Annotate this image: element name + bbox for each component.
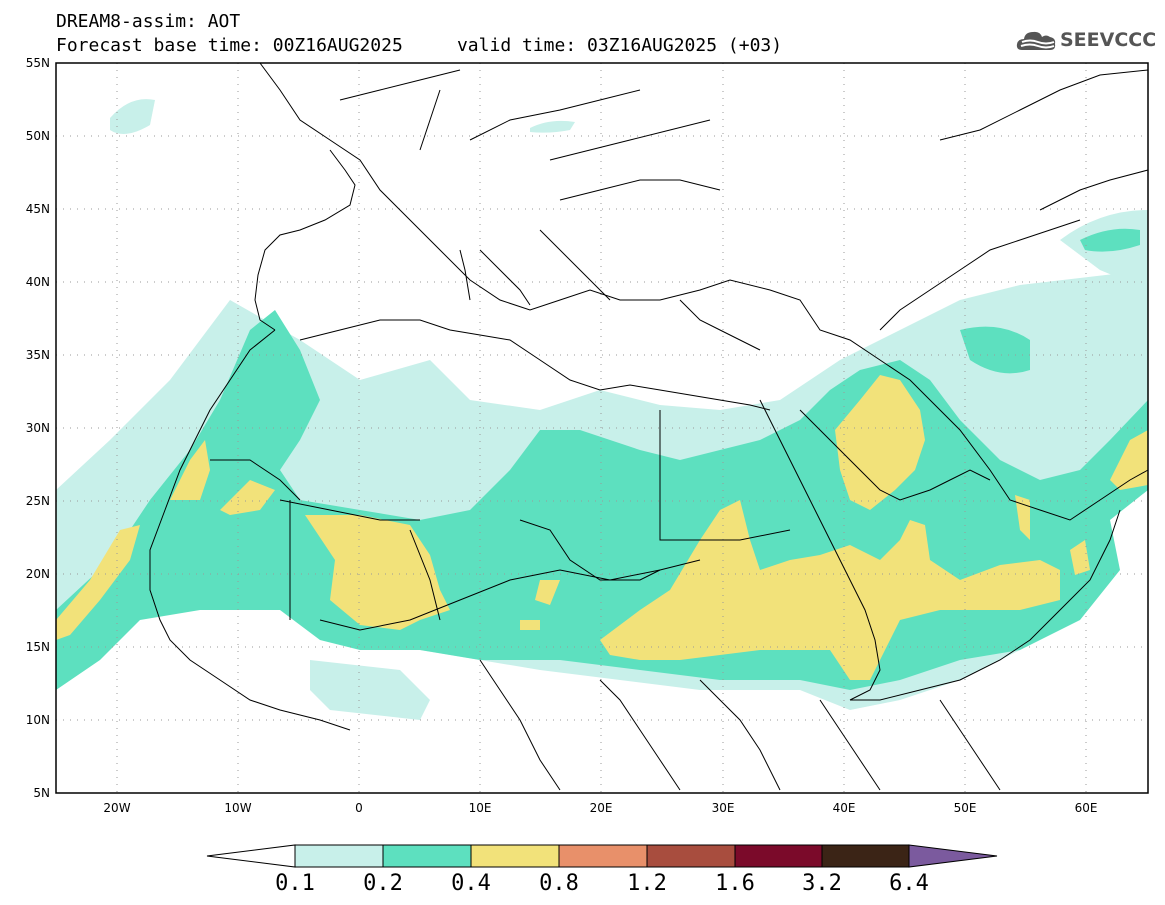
lon-label: 10W [224,801,251,815]
lon-label: 20E [590,801,613,815]
colorbar-segment [382,844,472,868]
cloud-logo-icon [1016,31,1056,50]
colorbar-label: 1.6 [715,871,755,896]
colorbar-label: 0.2 [363,871,403,896]
lon-label: 0 [355,801,363,815]
seevccc-logo: SEEVCCC [1016,26,1156,56]
lat-label: 50N [26,129,50,143]
lat-label: 15N [26,640,50,654]
colorbar-segment [734,844,823,868]
longitude-labels: 20W 10W 0 10E 20E 30E 40E 50E 60E [103,801,1097,815]
graticule [56,63,1148,793]
colorbar-segment [470,844,560,868]
forecast-time-line: Forecast base time: 00Z16AUG2025 valid t… [56,35,783,56]
colorbar-low-extension [206,844,296,868]
lat-label: 55N [26,56,50,70]
colorbar-segment [558,844,648,868]
colorbar-segment [821,844,910,868]
colorbar: 0.1 0.2 0.4 0.8 1.2 1.6 3.2 6.4 [206,844,998,896]
lon-label: 20W [103,801,130,815]
colorbar-label: 0.4 [451,871,491,896]
colorbar-label: 3.2 [802,871,842,896]
lon-label: 30E [712,801,735,815]
lat-label: 5N [33,786,50,800]
lat-label: 25N [26,494,50,508]
map-frame [55,62,1149,794]
lon-label: 60E [1075,801,1098,815]
lat-label: 45N [26,202,50,216]
lon-label: 40E [833,801,856,815]
lat-label: 35N [26,348,50,362]
colorbar-label: 6.4 [889,871,929,896]
colorbar-label: 1.2 [627,871,667,896]
lon-label: 10E [469,801,492,815]
lat-label: 30N [26,421,50,435]
colorbar-segment [646,844,736,868]
lat-label: 20N [26,567,50,581]
lat-label: 40N [26,275,50,289]
latitude-labels: 55N 50N 45N 40N 35N 30N 25N 20N 15N 10N … [26,56,50,800]
lon-label: 50E [954,801,977,815]
lat-label: 10N [26,713,50,727]
aot-contour-fields [56,99,1148,720]
map-title: DREAM8-assim: AOT [56,11,241,32]
colorbar-label: 0.8 [539,871,579,896]
colorbar-label: 0.1 [275,871,315,896]
logo-text: SEEVCCC [1060,29,1157,51]
colorbar-high-extension [908,844,998,868]
colorbar-segment [294,844,384,868]
